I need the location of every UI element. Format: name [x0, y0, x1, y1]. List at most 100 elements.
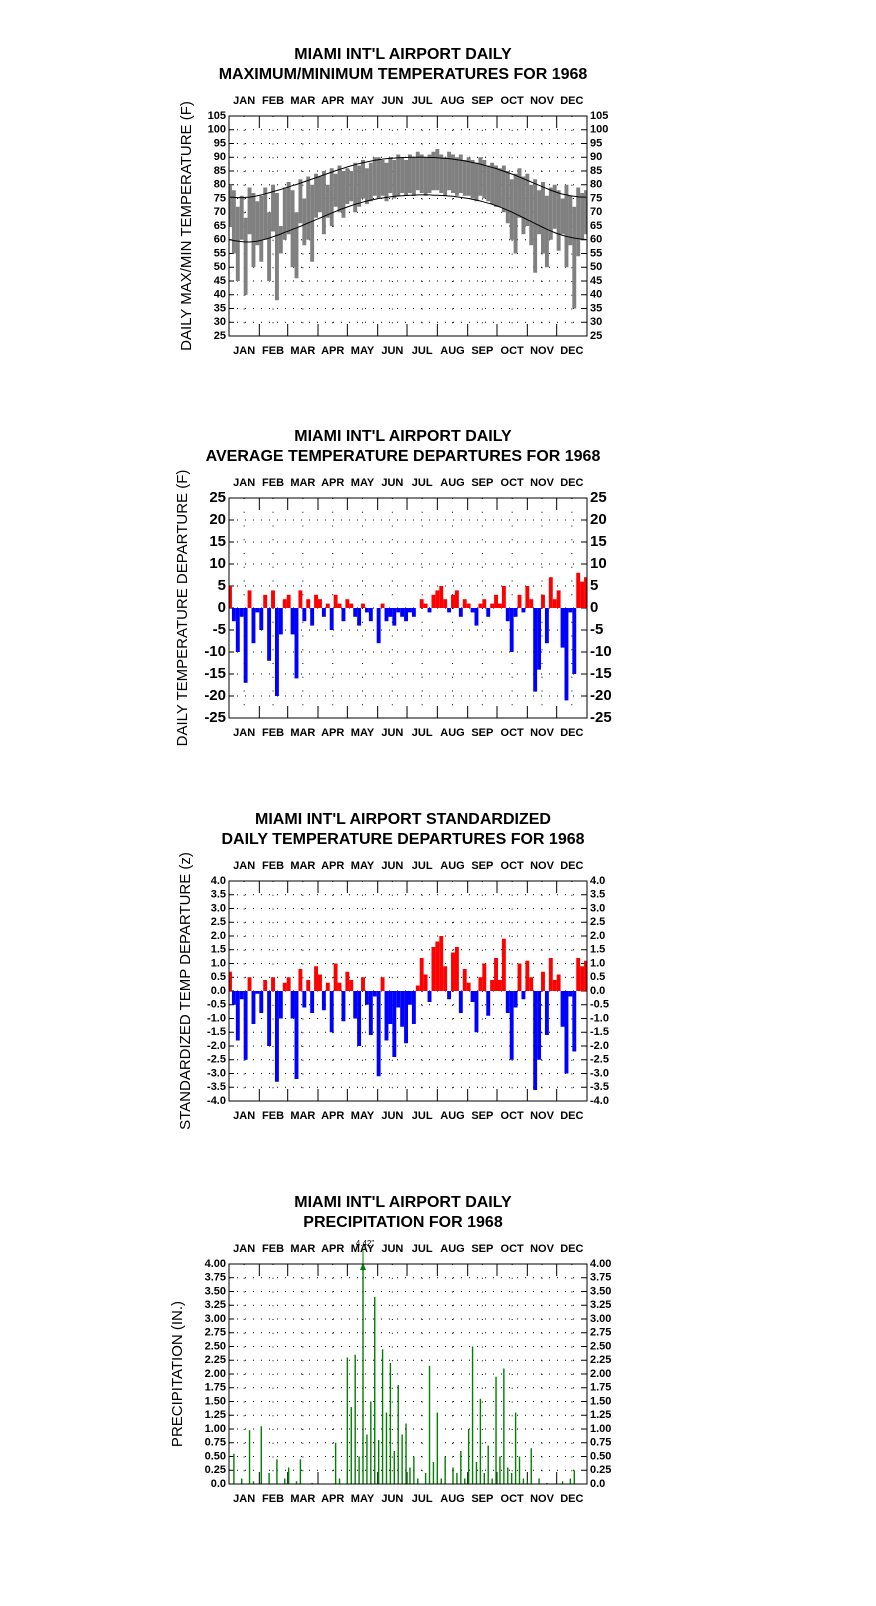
- bar: [419, 599, 424, 608]
- range-bar: [345, 168, 350, 204]
- range-bar: [247, 187, 252, 235]
- range-bar: [314, 173, 319, 218]
- bar: [568, 991, 573, 997]
- bar: [452, 1467, 454, 1484]
- x-tick-label: SEP: [471, 727, 493, 739]
- range-bar: [447, 151, 452, 191]
- x-tick-label: AUG: [440, 477, 464, 489]
- bar: [435, 590, 440, 608]
- y-tick-label: 3.0: [211, 902, 226, 914]
- x-tick-label: JAN: [233, 477, 255, 489]
- x-tick-label: DEC: [560, 477, 583, 489]
- range-bar: [384, 162, 389, 202]
- range-bar: [435, 149, 440, 191]
- y-tick-label: 1.25: [590, 1409, 611, 1421]
- bar: [541, 971, 545, 991]
- y-tick-label: 0.0: [590, 1478, 605, 1490]
- x-tick-label: NOV: [530, 1243, 555, 1255]
- range-bar: [525, 173, 530, 226]
- bar: [466, 603, 471, 608]
- bar: [564, 608, 569, 701]
- y-tick-label: -3.5: [590, 1081, 609, 1093]
- bar: [362, 1264, 364, 1484]
- y-tick-label: 3.5: [590, 889, 605, 901]
- bar: [368, 991, 373, 1035]
- bar: [451, 594, 455, 608]
- range-bar: [411, 157, 416, 196]
- bar: [306, 599, 311, 608]
- bar: [294, 608, 299, 679]
- range-bar: [482, 160, 487, 199]
- bar: [470, 991, 475, 1002]
- bar: [271, 977, 275, 991]
- bar: [384, 608, 389, 622]
- range-bar: [509, 179, 514, 240]
- bar: [341, 608, 346, 622]
- range-bar: [474, 162, 479, 202]
- bar: [576, 958, 581, 991]
- bar: [454, 947, 459, 991]
- x-tick-label: JAN: [233, 1110, 255, 1122]
- y-tick-label: 1.5: [590, 944, 605, 956]
- y-axis-label: STANDARDIZED TEMP DEPARTURE (z): [177, 852, 194, 1130]
- range-bar: [263, 187, 268, 240]
- bar: [358, 1456, 360, 1484]
- bar: [576, 572, 581, 608]
- x-tick-label: JAN: [233, 727, 255, 739]
- y-tick-label: 0.5: [211, 971, 226, 983]
- range-bar: [368, 162, 373, 202]
- bar: [503, 1368, 505, 1484]
- y-tick-label: 25: [214, 330, 226, 342]
- y-tick-label: 3.00: [590, 1313, 611, 1325]
- y-tick-label: 80: [214, 179, 226, 191]
- x-tick-label: NOV: [530, 477, 555, 489]
- y-tick-label: 1.75: [205, 1382, 226, 1394]
- y-tick-label: 1.0: [590, 957, 605, 969]
- bar: [271, 590, 275, 608]
- y-tick-label: 60: [590, 234, 602, 246]
- bar: [423, 603, 428, 608]
- y-tick-label: 105: [590, 110, 608, 122]
- bar: [396, 608, 401, 613]
- bar: [462, 969, 467, 991]
- bar: [471, 1346, 474, 1484]
- bar: [333, 963, 338, 991]
- bar: [314, 966, 319, 991]
- bar: [231, 608, 236, 622]
- y-tick-label: -3.0: [207, 1067, 226, 1079]
- range-bar: [321, 171, 326, 235]
- x-tick-label: MAY: [351, 95, 375, 107]
- y-tick-label: -4.0: [207, 1095, 226, 1107]
- y-tick-label: 1.50: [590, 1395, 611, 1407]
- bar: [454, 590, 459, 608]
- bar: [345, 599, 350, 608]
- bar: [401, 1434, 403, 1484]
- bar: [337, 603, 342, 608]
- y-tick-label: 0.75: [205, 1437, 226, 1449]
- bar: [241, 1478, 243, 1484]
- bar: [357, 991, 362, 1046]
- y-tick-label: -2.0: [590, 1040, 609, 1052]
- bar: [276, 1459, 278, 1484]
- y-tick-label: 1.00: [590, 1423, 611, 1435]
- x-tick-label: DEC: [560, 860, 583, 872]
- x-tick-label: JUN: [381, 477, 403, 489]
- bar: [310, 608, 315, 626]
- range-bar: [333, 173, 338, 207]
- bar: [439, 586, 444, 608]
- range-bar: [251, 193, 256, 268]
- x-tick-label: JUL: [412, 1493, 433, 1505]
- bar: [302, 991, 307, 1008]
- y-tick-label: 5: [590, 577, 598, 594]
- bar: [533, 608, 538, 692]
- bar: [411, 991, 416, 1024]
- range-bar: [337, 165, 342, 213]
- range-bar: [392, 160, 397, 199]
- bar: [393, 1451, 396, 1484]
- x-tick-label: DEC: [560, 95, 583, 107]
- x-tick-label: MAR: [290, 1110, 315, 1122]
- range-bar: [271, 184, 275, 232]
- x-tick-label: APR: [321, 727, 344, 739]
- bar: [235, 608, 240, 652]
